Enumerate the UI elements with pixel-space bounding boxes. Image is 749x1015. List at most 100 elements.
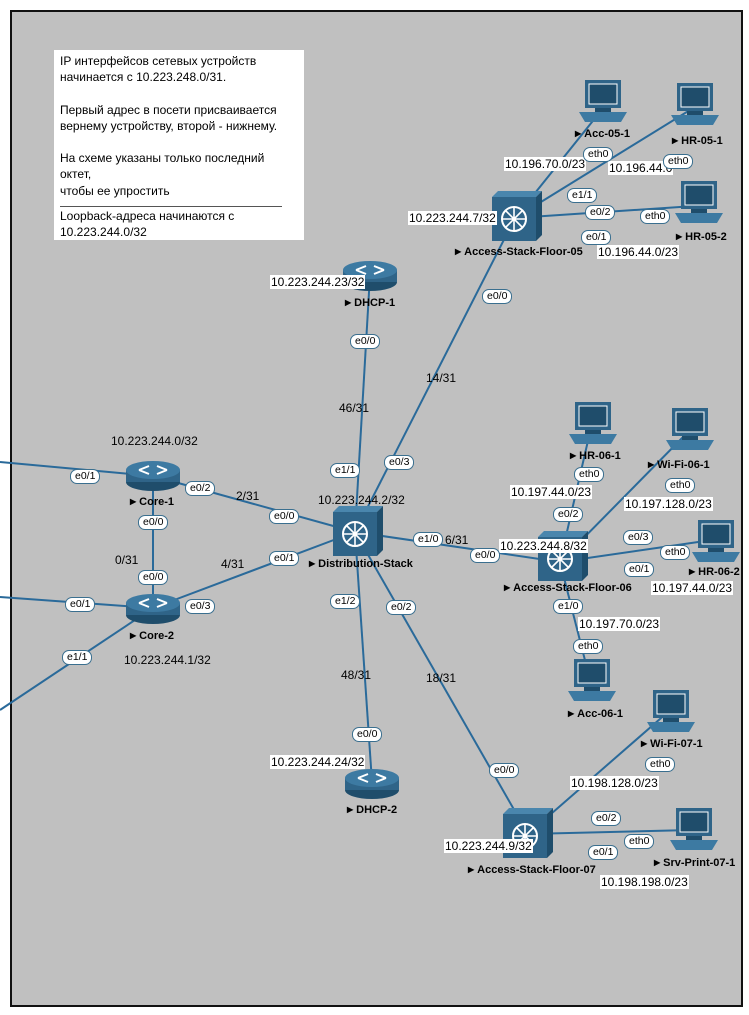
link-label: 6/31	[445, 533, 469, 547]
note-divider	[60, 206, 282, 208]
subnet-label: 10.197.70.0/23	[578, 617, 661, 631]
loopback-label: 10.223.244.0/32	[111, 434, 198, 448]
port-badge: e0/3	[623, 530, 654, 545]
router-icon[interactable]	[125, 591, 181, 625]
note-line: чтобы ее упростить	[60, 183, 170, 198]
loopback-label: 10.223.244.23/32	[270, 275, 366, 289]
note-line: IP интерфейсов сетевых устройств	[60, 54, 257, 68]
loopback-label: 10.223.244.24/32	[270, 755, 366, 769]
device-name: DHCP-1	[345, 297, 395, 310]
port-badge: e0/0	[138, 570, 169, 585]
port-badge: e0/1	[70, 469, 101, 484]
port-badge: eth0	[663, 154, 694, 169]
loopback-label: 10.223.244.2/32	[318, 493, 405, 507]
device-name: Wi-Fi-06-1	[648, 459, 709, 472]
port-badge: eth0	[665, 478, 696, 493]
port-badge: eth0	[645, 757, 676, 772]
router-icon[interactable]	[344, 766, 400, 800]
link-core2-dist	[152, 531, 356, 609]
device-name: Access-Stack-Floor-07	[468, 864, 596, 877]
device-name: HR-05-1	[672, 135, 723, 148]
loopback-label: 10.223.244.9/32	[444, 839, 533, 853]
note-line: Loopback-адреса начинаются с	[60, 209, 235, 224]
port-badge: eth0	[660, 545, 691, 560]
note-line: вернему устройству, второй - нижнему.	[60, 118, 278, 133]
pc-icon[interactable]	[668, 808, 720, 852]
port-badge: e1/1	[62, 650, 93, 665]
port-badge: e1/1	[330, 463, 361, 478]
device-name: HR-05-2	[676, 231, 727, 244]
link-label: 14/31	[426, 371, 457, 385]
multilayer-switch-icon[interactable]	[492, 191, 542, 241]
subnet-label: 10.197.44.0/23	[651, 581, 734, 595]
device-name: Srv-Print-07-1	[654, 857, 735, 870]
device-name: DHCP-2	[347, 804, 397, 817]
link-as05-hr051	[514, 109, 691, 219]
note-line: 10.223.244.0/32	[60, 225, 147, 240]
port-badge: e0/1	[269, 551, 300, 566]
port-badge: e1/1	[567, 188, 598, 203]
port-badge: e0/0	[269, 509, 300, 524]
loopback-label: 10.223.244.7/32	[408, 211, 497, 225]
port-badge: e0/0	[138, 515, 169, 530]
link-label: 4/31	[221, 557, 245, 571]
port-badge: e0/2	[386, 600, 417, 615]
port-badge: e0/2	[585, 205, 616, 220]
link-label: 2/31	[236, 489, 260, 503]
port-badge: e0/3	[185, 599, 216, 614]
link-label: 48/31	[341, 668, 372, 682]
link-label: 46/31	[339, 401, 370, 415]
device-name: Wi-Fi-07-1	[641, 738, 702, 751]
device-name: Access-Stack-Floor-06	[504, 582, 632, 595]
link-dist-as05	[354, 217, 516, 533]
multilayer-switch-icon[interactable]	[333, 506, 383, 556]
port-badge: e1/2	[330, 594, 361, 609]
port-badge: e0/2	[553, 507, 584, 522]
subnet-label: 10.198.128.0/23	[570, 776, 659, 790]
device-name: HR-06-1	[570, 450, 621, 463]
device-name: Access-Stack-Floor-05	[455, 246, 583, 259]
subnet-label: 10.196.44.0	[608, 161, 674, 175]
note-line: начинается с 10.223.248.0/31.	[60, 70, 227, 85]
loopback-label: 10.223.244.1/32	[124, 653, 211, 667]
pc-icon[interactable]	[645, 690, 697, 734]
subnet-label: 10.197.44.0/23	[510, 485, 593, 499]
subnet-label: 10.198.198.0/23	[600, 875, 689, 889]
device-name: Acc-05-1	[575, 128, 630, 141]
subnet-label: 10.197.128.0/23	[624, 497, 713, 511]
pc-icon[interactable]	[669, 83, 721, 127]
device-name: HR-06-2	[689, 566, 740, 579]
port-badge: e0/2	[591, 811, 622, 826]
port-badge: e0/1	[581, 230, 612, 245]
link-as07-srvprint	[527, 829, 693, 835]
pc-icon[interactable]	[690, 520, 742, 564]
port-badge: e0/0	[482, 289, 513, 304]
link-dist-dhcp1	[354, 274, 371, 533]
port-badge: e0/0	[350, 334, 381, 349]
subnet-label: 10.196.70.0/23	[504, 157, 587, 171]
port-badge: e0/2	[185, 481, 216, 496]
note-line: На схеме указаны только последний октет,	[60, 151, 265, 182]
pc-icon[interactable]	[577, 80, 629, 124]
port-badge: e1/0	[553, 599, 584, 614]
pc-icon[interactable]	[567, 402, 619, 446]
port-badge: e0/3	[384, 455, 415, 470]
device-name: Distribution-Stack	[309, 558, 413, 571]
router-icon[interactable]	[125, 458, 181, 492]
loopback-label: 10.223.244.8/32	[499, 539, 588, 553]
subnet-label: 10.196.44.0/23	[597, 245, 680, 259]
pc-icon[interactable]	[673, 181, 725, 225]
link-label: 18/31	[426, 671, 457, 685]
port-badge: eth0	[574, 467, 605, 482]
device-name: Core-1	[130, 496, 174, 509]
port-badge: e0/0	[489, 763, 520, 778]
port-badge: e0/0	[470, 548, 501, 563]
pc-icon[interactable]	[664, 408, 716, 452]
link-label: 0/31	[115, 553, 139, 567]
port-badge: eth0	[583, 147, 614, 162]
info-note: IP интерфейсов сетевых устройств начинае…	[54, 50, 304, 240]
device-name: Acc-06-1	[568, 708, 623, 721]
pc-icon[interactable]	[566, 659, 618, 703]
port-badge: e0/0	[352, 727, 383, 742]
